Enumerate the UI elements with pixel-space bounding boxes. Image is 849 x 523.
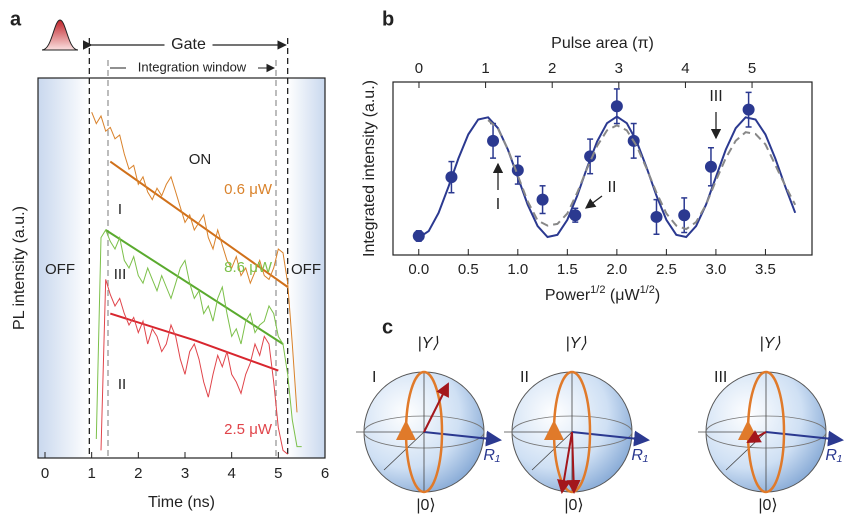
axis — [531, 431, 573, 471]
y-axis-label: Integrated intensity (a.u.) — [361, 80, 378, 257]
axis-label: R₁ — [483, 447, 500, 464]
x2-tick-label: 1 — [481, 60, 489, 77]
x2-tick-label: 0 — [415, 60, 423, 77]
annotation-arrow — [584, 195, 603, 209]
axis-label: R₁ — [631, 447, 648, 464]
state-top: |Y⟩ — [759, 335, 781, 352]
annotation: II — [608, 179, 617, 196]
data-point — [487, 134, 500, 147]
annotation: OFF — [45, 261, 75, 278]
label-bg — [126, 60, 258, 76]
fit-curve — [418, 115, 797, 239]
data-point — [678, 209, 691, 222]
x-axis-label: Time (ns) — [148, 494, 215, 511]
x-tick-label: 3 — [181, 465, 189, 482]
x-axis-label: Power1/2 (μW1/2) — [545, 284, 660, 304]
sphere-label: III — [714, 369, 727, 386]
label-part: Power — [545, 287, 591, 304]
trace — [100, 279, 289, 455]
annotation: III — [114, 266, 127, 283]
off-shade — [38, 78, 90, 458]
panel-label: a — [10, 8, 22, 30]
x2-tick-label: 4 — [681, 60, 689, 77]
panel-label: c — [382, 316, 393, 338]
window-label: Integration window — [138, 59, 247, 74]
state-bottom: |0⟩ — [758, 497, 777, 514]
annotation: ON — [189, 151, 212, 168]
dashed-curve — [487, 119, 797, 231]
axis — [383, 431, 425, 471]
label-bg — [164, 36, 213, 54]
state-vector — [557, 431, 573, 494]
annotation: I — [118, 201, 122, 218]
rotation-axis — [423, 430, 502, 447]
superscript: 1/2 — [640, 284, 655, 296]
x2-axis-label: Pulse area (π) — [551, 35, 654, 52]
state-bottom: |0⟩ — [416, 497, 435, 514]
state-top: |Y⟩ — [417, 335, 439, 352]
y-axis-label: PL intensity (a.u.) — [11, 206, 28, 330]
x-tick-label: 5 — [274, 465, 282, 482]
x-tick-label: 6 — [321, 465, 329, 482]
x-tick-label: 0.5 — [458, 261, 479, 278]
fit-line — [105, 229, 284, 345]
label-part: ) — [655, 287, 660, 304]
sphere-label: I — [372, 369, 376, 386]
trace-label: 0.6 μW — [224, 181, 273, 198]
data-point — [704, 160, 717, 173]
off-shade — [287, 78, 325, 458]
x-tick-label: 1.5 — [557, 261, 578, 278]
rotation-axis — [571, 430, 650, 447]
x-tick-label: 3.0 — [705, 261, 726, 278]
data-point — [536, 193, 549, 206]
axis-label: R₁ — [825, 447, 842, 464]
rotation-axis — [765, 430, 844, 447]
x-tick-label: 4 — [227, 465, 235, 482]
x-tick-label: 0.0 — [408, 261, 429, 278]
x-tick-label: 3.5 — [755, 261, 776, 278]
label-part: (μW — [605, 287, 640, 304]
state-top: |Y⟩ — [565, 335, 587, 352]
x-tick-label: 2.5 — [656, 261, 677, 278]
trace-label: 2.5 μW — [224, 421, 273, 438]
trace-label: 8.6 μW — [224, 259, 273, 276]
x-tick-label: 0 — [41, 465, 49, 482]
trace — [91, 112, 298, 413]
x2-tick-label: 2 — [548, 60, 556, 77]
x-tick-label: 1 — [87, 465, 95, 482]
annotation: OFF — [291, 261, 321, 278]
pulse-icon — [41, 19, 79, 51]
data-point — [412, 229, 425, 242]
gate-label: Gate — [171, 36, 206, 53]
annotation: III — [709, 88, 722, 105]
state-vector — [566, 431, 581, 494]
trace — [95, 228, 302, 448]
x2-tick-label: 3 — [615, 60, 623, 77]
plot-frame — [392, 81, 813, 256]
data-point — [742, 103, 755, 116]
x-tick-label: 2.0 — [606, 261, 627, 278]
annotation: II — [118, 376, 126, 393]
data-point — [650, 210, 663, 223]
x-tick-label: 2 — [134, 465, 142, 482]
state-bottom: |0⟩ — [564, 497, 583, 514]
data-point — [569, 209, 582, 222]
panel-label: b — [382, 8, 394, 30]
sphere-label: II — [520, 369, 529, 386]
state-vector — [423, 382, 449, 433]
x2-tick-label: 5 — [748, 60, 756, 77]
annotation: I — [496, 196, 500, 213]
superscript: 1/2 — [590, 284, 605, 296]
data-point — [610, 100, 623, 113]
fit-line — [109, 312, 279, 372]
x-tick-label: 1.0 — [507, 261, 528, 278]
plot-frame — [37, 77, 326, 459]
state-vector — [746, 430, 767, 443]
